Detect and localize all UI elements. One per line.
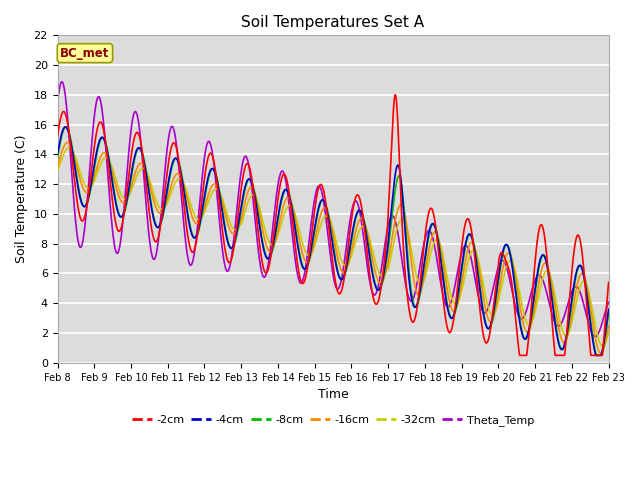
- Text: BC_met: BC_met: [60, 47, 109, 60]
- Legend: -2cm, -4cm, -8cm, -16cm, -32cm, Theta_Temp: -2cm, -4cm, -8cm, -16cm, -32cm, Theta_Te…: [128, 411, 538, 431]
- Title: Soil Temperatures Set A: Soil Temperatures Set A: [241, 15, 424, 30]
- X-axis label: Time: Time: [317, 388, 348, 401]
- Y-axis label: Soil Temperature (C): Soil Temperature (C): [15, 135, 28, 264]
